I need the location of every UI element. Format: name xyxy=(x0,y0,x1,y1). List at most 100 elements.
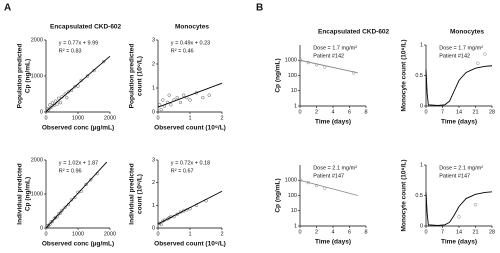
y-tick-label: 100 xyxy=(288,73,297,79)
y-tick-label: 2000 xyxy=(31,37,43,43)
annotation: R² = 0.46 xyxy=(171,48,194,54)
data-point xyxy=(65,95,69,100)
data-point xyxy=(476,61,480,65)
data-point xyxy=(85,74,90,78)
x-tick-label: 0 xyxy=(424,229,427,235)
x-axis-label: Observed count (10⁹/L) xyxy=(154,241,226,248)
data-point xyxy=(49,220,53,224)
y-tick-label: 0.5 xyxy=(415,193,423,199)
y-tick-label: 3 xyxy=(152,37,155,43)
fit-line xyxy=(45,55,111,112)
annotation: R² = 0.96 xyxy=(59,168,82,174)
y-axis-label: Cp (ng/mL) xyxy=(25,177,32,211)
data-point xyxy=(50,101,55,105)
data-point xyxy=(473,203,478,207)
panel-label: A xyxy=(4,3,11,14)
y-tick-label: 0.5 xyxy=(415,73,423,79)
x-tick-label: 2 xyxy=(315,229,318,235)
data-point xyxy=(76,84,80,88)
x-tick-label: 1000 xyxy=(72,231,84,237)
y-axis-label: Cp (ng/mL) xyxy=(25,59,32,93)
data-point xyxy=(49,106,53,110)
y-tick-label: 1 xyxy=(152,203,155,209)
fit-line xyxy=(45,161,108,229)
annotation: y = 1.02x + 1.87 xyxy=(59,160,98,166)
data-point xyxy=(483,52,487,56)
y-tick-label: 1000 xyxy=(285,58,297,64)
data-point xyxy=(159,107,163,112)
x-axis-label: Observed count (10⁹/L) xyxy=(154,125,226,132)
chart-title: Monocytes xyxy=(450,29,484,36)
y-axis-label: Population predicted xyxy=(129,44,136,109)
annotation: Patient #142 xyxy=(313,53,344,59)
y-axis-label: Individual predicted xyxy=(17,163,24,224)
data-point xyxy=(57,212,61,216)
annotation: Dose = 2.1 mg/m² xyxy=(439,165,483,171)
x-tick-label: 21 xyxy=(472,229,478,235)
data-point xyxy=(299,58,303,62)
data-point xyxy=(66,90,71,94)
data-point xyxy=(351,71,356,75)
x-tick-label: 6 xyxy=(348,109,351,115)
panel-label: B xyxy=(256,3,263,14)
data-point xyxy=(69,198,74,202)
data-point xyxy=(175,95,179,100)
y-axis-label: Population predicted xyxy=(17,44,24,109)
x-tick-label: 0 xyxy=(156,231,159,237)
x-axis-label: Time (days) xyxy=(441,119,477,126)
y-axis-label: Cp (ng/mL) xyxy=(275,58,282,92)
fit-line xyxy=(299,59,358,74)
chart-title: Encapsulated CKD-602 xyxy=(50,24,122,31)
x-tick-label: 2 xyxy=(220,115,223,121)
x-tick-label: 7 xyxy=(441,109,444,115)
y-axis-label: Monocyte count (10⁹/L) xyxy=(401,39,408,111)
annotation: Dose = 2.1 mg/m² xyxy=(313,165,357,171)
x-tick-label: 0 xyxy=(44,115,47,121)
data-point xyxy=(55,102,59,106)
data-point xyxy=(181,93,186,97)
x-tick-label: 8 xyxy=(364,229,367,235)
x-tick-label: 4 xyxy=(331,109,334,115)
data-point xyxy=(45,224,49,228)
y-tick-label: 0 xyxy=(420,223,423,229)
y-tick-label: 1000 xyxy=(31,191,43,197)
data-point xyxy=(314,183,319,188)
annotation: Dose = 1.7 mg/m² xyxy=(313,45,357,51)
y-tick-label: 1 xyxy=(294,103,297,109)
data-point xyxy=(57,96,61,100)
x-axis-label: Observed conc (µg/mL) xyxy=(42,125,114,132)
data-point xyxy=(201,95,205,100)
y-tick-label: 0 xyxy=(420,103,423,109)
x-tick-label: 6 xyxy=(348,229,351,235)
y-tick-label: 1000 xyxy=(31,73,43,79)
annotation: R² = 0.67 xyxy=(171,168,194,174)
data-point xyxy=(73,85,77,89)
x-tick-label: 2000 xyxy=(104,231,116,237)
y-axis-label: count (10⁹/L) xyxy=(137,56,144,96)
y-tick-label: 1 xyxy=(152,85,155,91)
y-tick-label: 3 xyxy=(152,157,155,163)
y-axis-label: count (10⁹/L) xyxy=(137,174,144,214)
annotation: Dose = 1.7 mg/m² xyxy=(439,45,483,51)
y-tick-label: 10 xyxy=(291,88,297,94)
chart-title: Encapsulated CKD-602 xyxy=(318,29,390,36)
data-point xyxy=(60,208,64,212)
x-tick-label: 2 xyxy=(220,231,223,237)
y-axis-label: Monocyte count (10⁹/L) xyxy=(401,159,408,231)
x-tick-label: 21 xyxy=(472,109,478,115)
x-tick-label: 28 xyxy=(489,109,495,115)
x-tick-label: 0 xyxy=(424,109,427,115)
x-tick-label: 0 xyxy=(156,115,159,121)
data-point xyxy=(73,195,77,200)
data-point xyxy=(89,178,93,182)
y-tick-label: 100 xyxy=(288,193,297,199)
data-point xyxy=(58,211,63,215)
data-point xyxy=(50,219,55,224)
data-point xyxy=(188,98,192,102)
fit-line xyxy=(157,190,223,225)
annotation: Patient #147 xyxy=(313,173,344,179)
data-point xyxy=(181,209,186,213)
annotation: Patient #147 xyxy=(439,173,470,179)
y-tick-label: 1000 xyxy=(285,178,297,184)
